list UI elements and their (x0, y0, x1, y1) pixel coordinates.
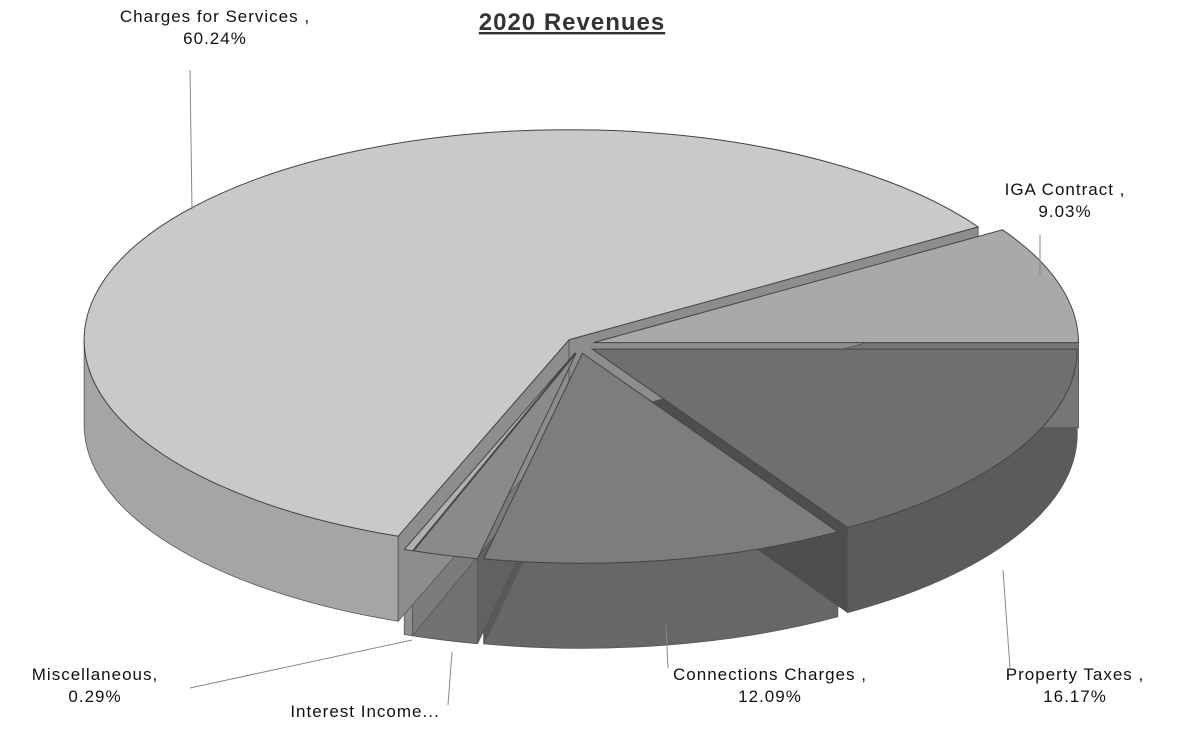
slice (83, 129, 980, 537)
slice (412, 352, 577, 560)
leader-line (189, 639, 413, 689)
slice (593, 229, 1079, 344)
value-label: 16.17% (1043, 687, 1107, 706)
slice (403, 352, 576, 552)
value-label: 9.03% (1038, 202, 1091, 221)
value-label: 12.09% (738, 687, 802, 706)
leader-line (189, 69, 193, 211)
slice (482, 352, 840, 564)
category-label: Property Taxes , (1006, 665, 1145, 684)
leader-line (665, 624, 669, 669)
category-label: Connections Charges , (673, 665, 867, 684)
category-label: Interest Income... (290, 702, 439, 721)
category-label: IGA Contract , (1005, 180, 1126, 199)
leader-line (1002, 569, 1011, 669)
category-label: Charges for Services , (120, 7, 310, 26)
leader-line (447, 651, 453, 706)
chart-title: 2020 Revenues (479, 9, 665, 36)
category-label: Miscellaneous, (32, 665, 158, 684)
value-label: 60.24% (183, 29, 247, 48)
value-label: 0.29% (68, 687, 121, 706)
slice (590, 348, 1078, 529)
